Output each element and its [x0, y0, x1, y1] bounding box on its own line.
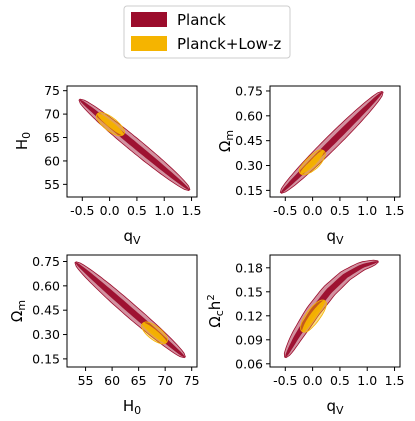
contour-planck-h0-vs-qv-inner [79, 99, 190, 191]
x-tick-label-h0-vs-qv: 1.0 [154, 203, 174, 218]
y-tick-label-omegam-vs-h0: 0.60 [32, 278, 60, 293]
y-tick-label-omegam-vs-h0: 0.15 [32, 351, 60, 366]
contours-omegam-vs-qv [279, 90, 384, 194]
y-tick-label-h0-vs-qv: 55 [44, 177, 60, 192]
x-tick-label-omegam-vs-qv: -0.5 [273, 203, 297, 218]
y-tick-label-h0-vs-qv: 60 [44, 153, 60, 168]
x-tick-label-omegach2-vs-qv: -0.5 [273, 373, 297, 388]
y-tick-label-omegach2-vs-qv: 0.06 [235, 356, 263, 371]
x-axis-label-h0-vs-qv: qV [123, 227, 141, 247]
x-tick-label-omegam-vs-h0: 70 [157, 373, 173, 388]
contour-planck-lowz-omegach2-vs-qv-inner [302, 300, 326, 332]
y-tick-label-omegam-vs-qv: 0.60 [235, 108, 263, 123]
x-axis-label-omegam-vs-h0: H0 [123, 397, 141, 417]
panel-omegam-vs-h0: 55 60 65 70 75 0.15 0.30 0.45 0.60 0.75 H0 Ωm [8, 254, 200, 417]
x-tick-label-omegach2-vs-qv: 1.0 [357, 373, 377, 388]
y-tick-label-omegam-vs-qv: 0.30 [235, 158, 263, 173]
y-axis-label-omegach2-vs-qv: Ωch2 [206, 294, 226, 327]
x-tick-label-omegam-vs-qv: 0.5 [330, 203, 350, 218]
contour-planck-lowz-omegam-vs-h0-inner [142, 322, 167, 343]
x-tick-label-omegam-vs-qv: 0.0 [303, 203, 323, 218]
x-tick-label-omegam-vs-h0: 65 [131, 373, 147, 388]
y-tick-label-omegam-vs-h0: 0.75 [32, 254, 60, 269]
axes-frame-omegam-vs-qv [269, 85, 401, 198]
contours-h0-vs-qv [78, 98, 191, 191]
axes-frame-omegam-vs-h0 [66, 254, 198, 368]
y-tick-label-h0-vs-qv: 70 [44, 107, 60, 122]
x-tick-label-omegam-vs-qv: 1.0 [357, 203, 377, 218]
contours-omegach2-vs-qv [283, 259, 379, 359]
x-tick-label-omegam-vs-h0: 60 [104, 373, 120, 388]
x-tick-label-h0-vs-qv: 1.5 [182, 203, 202, 218]
y-axis-label-h0-vs-qv: H0 [13, 132, 33, 150]
legend-label-planck: Planck [177, 11, 226, 29]
x-tick-label-h0-vs-qv: 0.5 [127, 203, 147, 218]
legend-swatch-planck-lowz [131, 36, 167, 51]
x-tick-label-omegach2-vs-qv: 0.0 [303, 373, 323, 388]
y-tick-label-omegach2-vs-qv: 0.09 [235, 332, 263, 347]
x-tick-label-omegach2-vs-qv: 1.5 [385, 373, 405, 388]
y-tick-label-omegam-vs-qv: 0.45 [235, 133, 263, 148]
contour-planck-lowz-h0-vs-qv-inner [97, 113, 124, 135]
y-tick-label-omegach2-vs-qv: 0.18 [235, 260, 263, 275]
y-tick-label-omegam-vs-h0: 0.30 [32, 327, 60, 342]
legend-swatch-planck [131, 12, 167, 27]
x-tick-label-omegach2-vs-qv: 0.5 [330, 373, 350, 388]
y-tick-label-omegam-vs-h0: 0.45 [32, 303, 60, 318]
x-axis-label-omegach2-vs-qv: qV [326, 397, 344, 417]
y-tick-label-omegam-vs-qv: 0.75 [235, 83, 263, 98]
contour-planck-omegach2-vs-qv-outer [283, 259, 379, 359]
axes-frame-omegach2-vs-qv [269, 254, 401, 368]
contours-omegam-vs-h0 [74, 261, 186, 359]
panel-h0-vs-qv: -0.5 0.0 0.5 1.0 1.5 55 60 65 70 75 qV H0 [13, 83, 201, 247]
y-tick-label-omegam-vs-qv: 0.15 [235, 183, 263, 198]
contour-planck-omegam-vs-qv-inner [280, 91, 383, 194]
x-tick-label-h0-vs-qv: 0.0 [100, 203, 120, 218]
x-tick-label-omegam-vs-h0: 75 [184, 373, 200, 388]
x-tick-label-omegam-vs-qv: 1.5 [385, 203, 405, 218]
x-tick-label-omegam-vs-h0: 55 [78, 373, 94, 388]
legend-label-planck-lowz: Planck+Low-z [177, 35, 281, 53]
y-tick-label-omegach2-vs-qv: 0.12 [235, 308, 263, 323]
panel-omegach2-vs-qv: -0.5 0.0 0.5 1.0 1.5 0.06 0.09 0.12 0.15 0.18 qV… [206, 254, 405, 417]
x-tick-label-h0-vs-qv: -0.5 [70, 203, 94, 218]
axes-frame-h0-vs-qv [66, 85, 198, 198]
contour-planck-lowz-omegam-vs-qv-inner [300, 150, 324, 174]
contour-planck-omegam-vs-h0-inner [75, 262, 186, 358]
panel-omegam-vs-qv: -0.5 0.0 0.5 1.0 1.5 0.15 0.30 0.45 0.60 0.75 qV… [216, 83, 404, 247]
y-tick-label-h0-vs-qv: 65 [44, 130, 60, 145]
y-tick-label-h0-vs-qv: 75 [44, 83, 60, 98]
legend: Planck Planck+Low-z [123, 5, 291, 59]
x-axis-label-omegam-vs-qv: qV [326, 227, 344, 247]
y-tick-label-omegach2-vs-qv: 0.15 [235, 284, 263, 299]
y-axis-label-omegam-vs-qv: Ωm [216, 130, 236, 152]
y-axis-label-omegam-vs-h0: Ωm [8, 300, 28, 322]
